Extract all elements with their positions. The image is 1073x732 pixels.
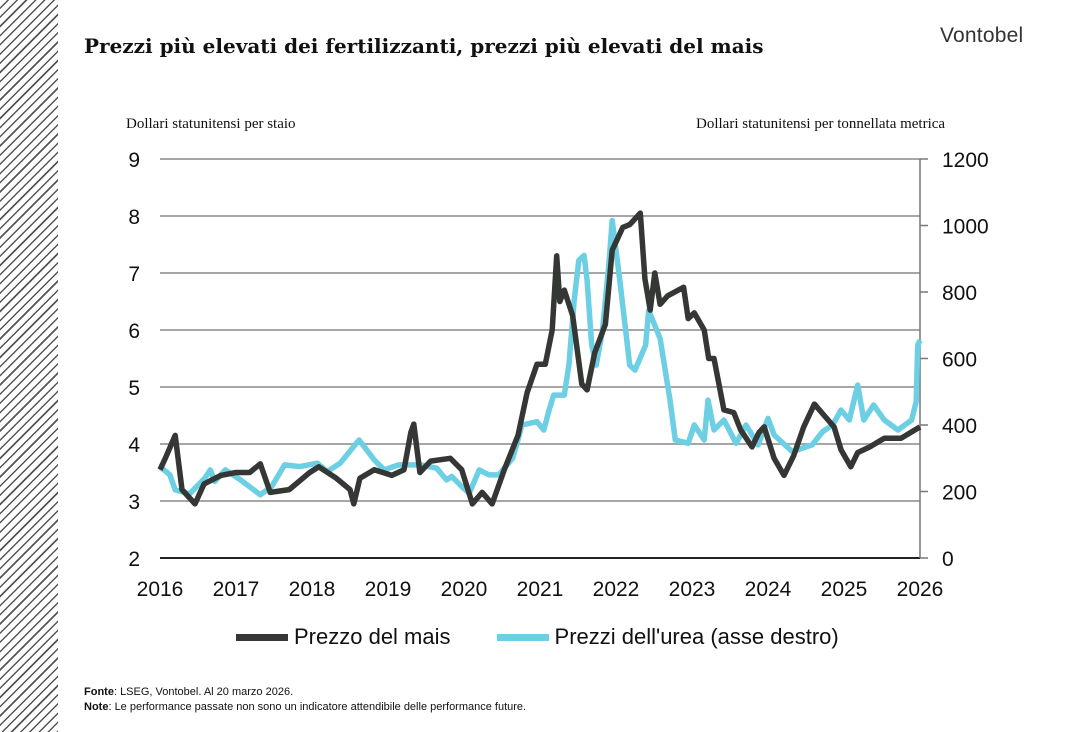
series-corn-price-line [157, 210, 922, 507]
x-tick-label: 2023 [669, 578, 716, 601]
note-text: : Le performance passate non sono un ind… [108, 701, 527, 713]
source-text: : LSEG, Vontobel. Al 20 marzo 2026. [113, 686, 294, 698]
y-right-tick-label: 200 [942, 482, 977, 505]
decorative-hatch-strip [0, 0, 58, 732]
series-urea-price-line [158, 217, 923, 498]
x-tick-label: 2024 [745, 578, 792, 601]
y-right-tick-label: 0 [942, 548, 954, 571]
legend-swatch-urea [496, 633, 549, 641]
y-left-tick-label: 6 [128, 320, 140, 343]
x-tick-label: 2025 [821, 578, 868, 601]
x-tick-label: 2017 [213, 578, 260, 601]
legend: Prezzo del mais Prezzi dell'urea (asse d… [236, 624, 839, 650]
note-label: Note [84, 701, 109, 713]
x-tick-label: 2016 [137, 578, 184, 601]
y-left-tick-label: 3 [128, 491, 140, 514]
x-tick-label: 2020 [441, 578, 488, 601]
y-left-tick-label: 4 [128, 434, 140, 457]
y-left-tick-label: 9 [128, 149, 140, 172]
right-axis-label: Dollari statunitensi per tonnellata metr… [696, 116, 946, 132]
x-tick-label: 2018 [289, 578, 336, 601]
y-left-tick-label: 7 [128, 263, 140, 286]
y-left-tick-label: 5 [128, 377, 140, 400]
y-left-tick-label: 2 [128, 548, 140, 571]
y-left-tick-label: 8 [128, 206, 140, 229]
vontobel-logo: Vontobel [940, 24, 1024, 47]
legend-label-urea: Prezzi dell'urea (asse destro) [554, 624, 839, 649]
x-tick-label: 2021 [517, 578, 564, 601]
x-tick-label: 2026 [897, 578, 944, 601]
y-right-tick-label: 800 [942, 282, 977, 305]
x-tick-label: 2019 [365, 578, 412, 601]
chart-title: Prezzi più elevati dei fertilizzanti, pr… [84, 34, 764, 58]
source-label: Fonte [84, 686, 114, 698]
x-tick-label: 2022 [593, 578, 640, 601]
y-right-tick-label: 400 [942, 415, 977, 438]
legend-swatch-corn [236, 633, 288, 641]
y-right-tick-label: 600 [942, 349, 977, 372]
footer-source: Fonte: LSEG, Vontobel. Al 20 marzo 2026. [84, 686, 293, 698]
left-axis-label: Dollari statunitensi per staio [126, 116, 296, 132]
legend-label-corn: Prezzo del mais [294, 624, 451, 649]
footer-note: Note: Le performance passate non sono un… [84, 701, 526, 713]
y-right-tick-label: 1000 [942, 216, 989, 239]
y-right-tick-label: 1200 [942, 149, 989, 172]
